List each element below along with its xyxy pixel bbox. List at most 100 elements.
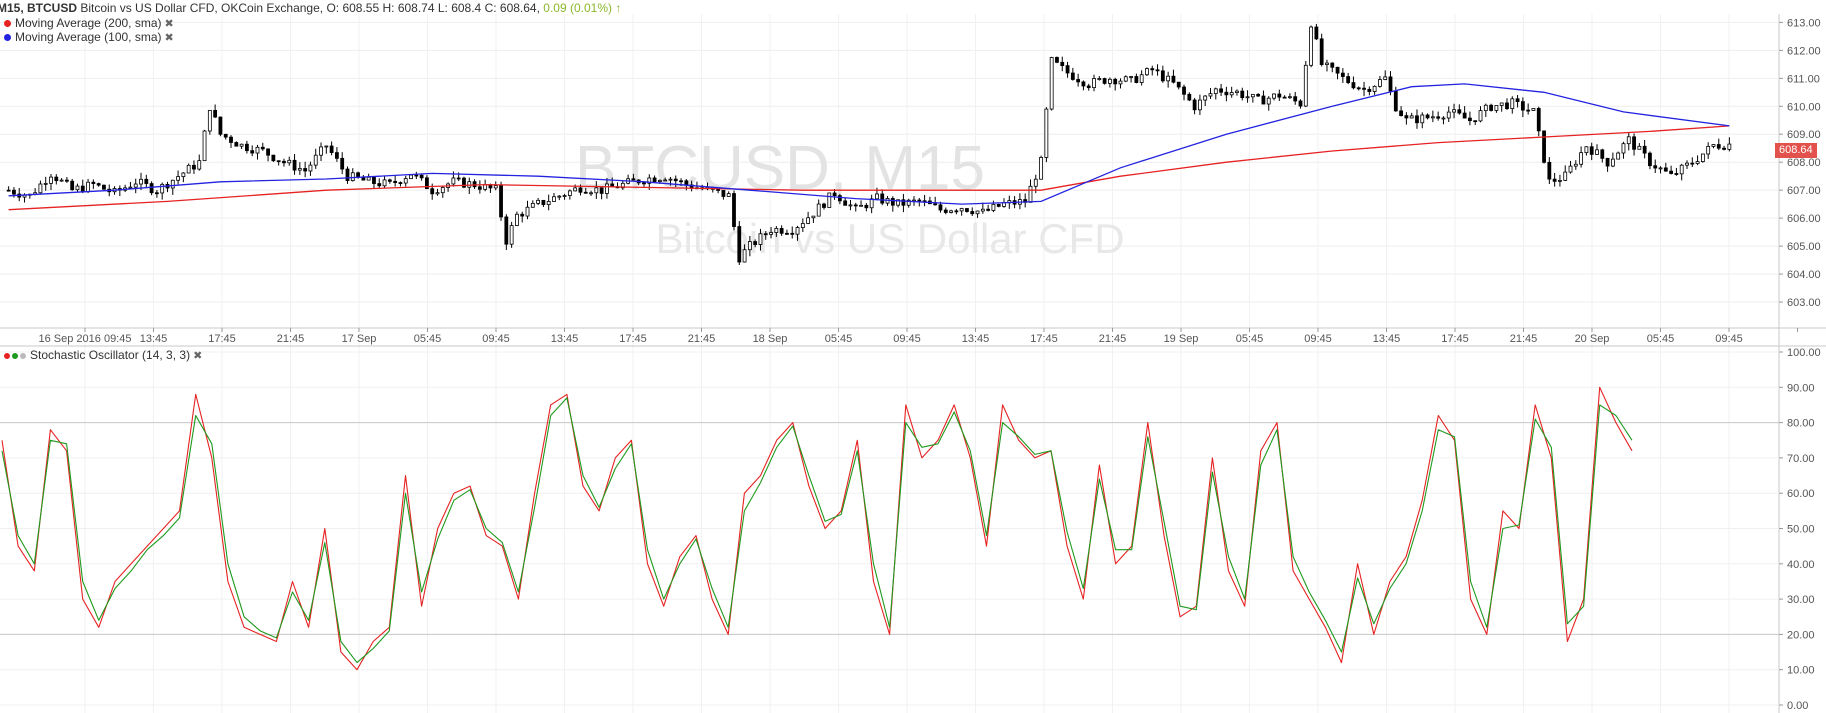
candle-body <box>1716 144 1721 149</box>
watermark-sub: Bitcoin vs US Dollar CFD <box>655 215 1124 262</box>
price-tick-label: 605.00 <box>1787 241 1821 253</box>
candle-body <box>1399 110 1403 117</box>
candle-body <box>440 187 445 194</box>
candle-body <box>1198 99 1202 111</box>
time-tick-label: 19 Sep <box>1164 333 1199 345</box>
candle-body <box>1356 87 1361 90</box>
price-tick-label: 613.00 <box>1787 17 1821 29</box>
candle-body <box>149 183 154 194</box>
candle-body <box>1367 88 1372 92</box>
candle-body <box>244 143 249 152</box>
candle-body <box>1383 76 1388 80</box>
legend-stoch[interactable]: Stochastic Oscillator (14, 3, 3) ✖ <box>4 347 202 364</box>
stoch-panel[interactable] <box>0 351 1779 706</box>
price-panel[interactable]: BTCUSD, M15 Bitcoin vs US Dollar CFD <box>0 14 1780 713</box>
candle-body <box>912 199 916 202</box>
candle-body <box>472 181 477 188</box>
candle-body <box>1436 116 1441 119</box>
candle-body <box>816 203 821 217</box>
stoch-tick-label: 90.00 <box>1787 382 1815 394</box>
candle-body <box>1303 64 1308 107</box>
time-tick-label: 13:45 <box>1373 333 1401 345</box>
candle-body <box>1420 114 1425 124</box>
candle-body <box>229 136 233 143</box>
stoch-lines <box>1 386 1633 671</box>
candle-body <box>1727 143 1732 150</box>
candle-body <box>1415 115 1419 124</box>
stoch-tick-label: 70.00 <box>1787 453 1815 465</box>
candle-body <box>1648 152 1652 167</box>
candle-body <box>1600 149 1605 159</box>
candle-body <box>102 184 106 190</box>
ma100-color-dot <box>4 34 11 42</box>
candle-body <box>1340 72 1345 77</box>
candle-body <box>1171 75 1176 83</box>
arrow-up-icon: ↑ <box>615 1 622 15</box>
candle-body <box>1520 101 1525 111</box>
time-tick-label: 21:45 <box>277 333 305 345</box>
candle-body <box>1722 147 1726 150</box>
close-icon[interactable]: ✖ <box>193 350 203 362</box>
stoch-tick-label: 10.00 <box>1787 665 1815 677</box>
time-tick-label: 13:45 <box>551 333 579 345</box>
stoch-grid <box>0 351 1779 706</box>
candle-body <box>1372 85 1377 92</box>
close-icon[interactable]: ✖ <box>164 32 174 44</box>
candle-body <box>414 174 419 177</box>
candle-body <box>716 188 721 191</box>
legend-ma200[interactable]: Moving Average (200, sma) ✖ <box>4 15 174 32</box>
stoch-tick-label: 50.00 <box>1787 524 1815 536</box>
legend-ma100[interactable]: Moving Average (100, sma) ✖ <box>4 29 174 46</box>
candle-body <box>790 232 795 235</box>
candle-body <box>525 206 530 217</box>
candle-body <box>721 190 726 197</box>
time-tick-label: 17:45 <box>619 333 647 345</box>
price-tick-label: 609.00 <box>1787 129 1821 141</box>
candle-body <box>435 192 440 195</box>
candle-body <box>462 177 466 188</box>
candle-body <box>1187 93 1192 101</box>
candle-body <box>1235 90 1239 93</box>
candle-body <box>541 199 546 205</box>
chart-header: M15, BTCUSD Bitcoin vs US Dollar CFD, OK… <box>0 0 621 16</box>
candle-body <box>679 180 683 183</box>
candle-body <box>763 233 768 236</box>
candle-body <box>1113 78 1118 85</box>
close-icon[interactable]: ✖ <box>164 18 174 30</box>
candle-body <box>1335 66 1340 74</box>
time-axis: 16 Sep 2016 09:45 13:45 17:45 21:45 17 Sep 05… <box>0 327 1826 347</box>
candle-body <box>255 146 260 154</box>
candle-body <box>1060 61 1065 67</box>
stoch-tick-label: 20.00 <box>1787 629 1815 641</box>
price-tick-label: 612.00 <box>1787 45 1821 57</box>
candle-body <box>493 185 498 189</box>
candle-body <box>1462 112 1467 119</box>
candle-body <box>1288 96 1292 99</box>
candle-body <box>387 179 392 182</box>
candle-body <box>1679 164 1684 175</box>
candle-body <box>965 208 969 212</box>
candle-body <box>1430 116 1435 119</box>
candle-body <box>991 203 996 211</box>
candle-body <box>1129 76 1133 78</box>
candle-body <box>1473 120 1478 123</box>
candle-body <box>393 180 398 183</box>
candle-body <box>1526 109 1531 112</box>
candle-body <box>1542 130 1546 163</box>
candle-body <box>139 178 143 185</box>
price-tick-label: 610.00 <box>1787 101 1821 113</box>
candle-body <box>737 226 742 263</box>
candle-body <box>1711 144 1716 147</box>
candle-body <box>795 227 800 235</box>
candle-body <box>1706 146 1711 155</box>
candle-body <box>1346 76 1351 83</box>
candle-body <box>1563 171 1568 181</box>
candle-body <box>80 185 85 192</box>
candle-body <box>160 183 165 194</box>
candle-body <box>943 209 948 213</box>
candle-body <box>657 179 662 183</box>
ma200-color-dot <box>4 20 11 28</box>
candle-body <box>843 200 848 206</box>
time-tick-label: 21:45 <box>688 333 716 345</box>
